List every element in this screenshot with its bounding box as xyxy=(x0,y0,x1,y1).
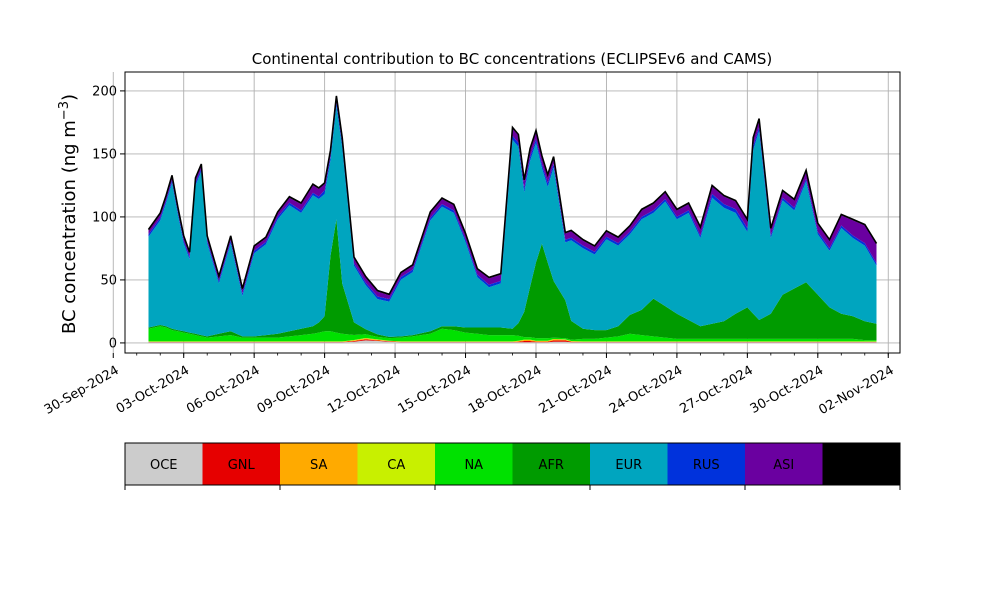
area-gnl xyxy=(148,339,877,343)
y-tick-label: 100 xyxy=(92,210,117,225)
x-tick-label: 09-Oct-2024 xyxy=(255,363,333,417)
chart-title: Continental contribution to BC concentra… xyxy=(252,50,773,68)
area-na xyxy=(148,326,877,342)
x-tick-label: 15-Oct-2024 xyxy=(396,363,474,417)
legend-swatch-afr xyxy=(512,443,591,485)
legend-swatch-aus xyxy=(822,443,901,485)
legend-label-na: NA xyxy=(464,458,483,473)
legend-swatch-oce xyxy=(125,443,203,485)
y-axis-label: BC concentration (ng m−3) xyxy=(57,94,80,334)
legend-label-afr: AFR xyxy=(539,458,564,473)
area-eur xyxy=(148,105,877,337)
legend-swatch-na xyxy=(435,443,513,485)
x-tick-label: 02-Nov-2024 xyxy=(816,363,896,418)
legend-label-ca: CA xyxy=(387,458,405,473)
x-tick-label: 30-Sep-2024 xyxy=(42,363,122,418)
legend-label-gnl: GNL xyxy=(228,458,256,473)
x-tick-label: 30-Oct-2024 xyxy=(748,363,826,417)
legend-swatch-sa xyxy=(280,443,358,485)
legend-swatch-asi xyxy=(745,443,823,485)
legend-label-rus: RUS xyxy=(693,458,720,473)
stacked-areas xyxy=(147,95,878,343)
legend-frame xyxy=(124,442,901,486)
y-tick-label: 50 xyxy=(100,273,117,288)
x-tick-label: 27-Oct-2024 xyxy=(677,363,755,417)
legend-swatch-ca xyxy=(357,443,436,485)
legend-label-sa: SA xyxy=(310,458,327,473)
x-tick-label: 12-Oct-2024 xyxy=(325,363,403,417)
legend-label-aus: AUS xyxy=(848,458,875,473)
y-tick-label: 150 xyxy=(92,147,117,162)
x-tick-label: 21-Oct-2024 xyxy=(536,363,614,417)
area-oce xyxy=(148,340,877,343)
x-tick-label: 18-Oct-2024 xyxy=(466,363,544,417)
legend: OCE GNL SA CA NA AFR EUR RUS ASI AUS xyxy=(124,442,901,490)
legend-swatch-eur xyxy=(590,443,668,485)
area-afr xyxy=(148,219,877,341)
legend-swatch-rus xyxy=(667,443,746,485)
x-tick-label: 24-Oct-2024 xyxy=(607,363,685,417)
legend-swatch-gnl xyxy=(202,443,281,485)
y-tick-label: 200 xyxy=(92,84,117,99)
legend-label-eur: EUR xyxy=(615,458,642,473)
total-outline xyxy=(147,95,878,296)
legend-label-oce: OCE xyxy=(150,458,178,473)
x-tick-label: 06-Oct-2024 xyxy=(184,363,262,417)
x-tick-label: 03-Oct-2024 xyxy=(114,363,192,417)
y-tick-label: 0 xyxy=(109,336,117,351)
legend-label-asi: ASI xyxy=(773,458,794,473)
